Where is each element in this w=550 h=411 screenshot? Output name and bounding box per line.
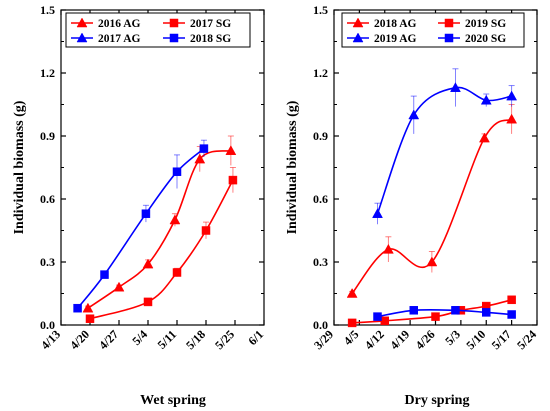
chart1-ytick-label: 0.6	[313, 192, 328, 206]
chart1-xtick-label: 5/3	[442, 327, 463, 348]
chart1-series-0-point	[506, 113, 518, 124]
chart0-y-axis-label: Individual biomass (g)	[12, 100, 27, 234]
chart0-series-3-line	[76, 147, 205, 309]
chart1-series-2-point	[480, 94, 492, 105]
chart1-plot-frame	[333, 9, 538, 326]
chart0-ytick-label: 0.0	[40, 318, 55, 332]
chart1-series-3-point	[409, 306, 418, 315]
chart0-legend-label: 2017 AG	[98, 33, 141, 45]
chart0-xtick-label: 4/20	[67, 327, 92, 352]
chart1-series-1-point	[347, 318, 357, 328]
chart1-series-1-point	[380, 316, 389, 326]
chart1-series-2-line	[376, 86, 512, 214]
chart1-series-2-point	[372, 208, 383, 218]
chart0-legend-swatch-marker	[76, 17, 88, 28]
chart0-legend-label: 2016 AG	[98, 18, 141, 30]
chart0-ytick-label: 0.6	[40, 192, 55, 206]
chart0-legend-box	[65, 12, 251, 48]
chart1-legend-label: 2019 AG	[374, 33, 417, 45]
chart1-xtick-label: 4/12	[362, 327, 387, 352]
chart0-legend-swatch-marker	[76, 32, 88, 43]
chart1-ytick-label: 0.9	[313, 129, 328, 143]
chart0-xtick-label: 5/4	[129, 327, 150, 348]
chart1-ytick-label: 0.0	[313, 318, 328, 332]
chart0-series-3-point	[100, 270, 109, 279]
chart1-legend-label: 2018 AG	[374, 18, 417, 30]
chart1-xtick-label: 5/10	[463, 327, 488, 352]
chart0-ytick-label: 1.5	[40, 3, 55, 17]
chart0-series-1-point	[228, 175, 238, 185]
chart0-ytick-label: 1.2	[40, 66, 55, 80]
chart1-legend-swatch-marker	[444, 33, 454, 43]
chart1-xtick-label: 5/24	[514, 327, 539, 352]
chart1-legend-swatch-marker	[444, 18, 454, 28]
chart1-series-2-point	[408, 109, 420, 120]
chart1-x-axis-label: Dry spring	[405, 393, 470, 408]
chart0-xtick-label: 5/18	[183, 327, 208, 352]
chart0-xtick-label: 5/25	[212, 327, 237, 352]
chart0-xtick-label: 5/11	[155, 327, 180, 352]
chart1-xtick-label: 4/26	[413, 327, 438, 352]
chart1-legend-swatch-marker	[352, 17, 364, 28]
chart0-series-0-point	[169, 214, 181, 225]
chart0-x-axis-label: Wet spring	[140, 393, 206, 408]
chart1-series-1-point	[507, 295, 516, 305]
chart0-ytick-label: 0.9	[40, 129, 55, 143]
chart1-series-0-line	[351, 118, 513, 295]
chart1-series-3-point	[373, 312, 382, 321]
chart0-legend-label: 2018 SG	[190, 33, 231, 45]
chart1-xtick-label: 5/17	[489, 327, 514, 352]
chart1-series-0-point	[426, 256, 438, 267]
chart1-series-0-point	[479, 132, 490, 143]
chart0-series-3-point	[141, 209, 151, 218]
chart1-ytick-label: 0.3	[313, 255, 328, 269]
chart0-series-1-point	[172, 268, 182, 277]
chart1-series-1-point	[431, 312, 440, 321]
chart1-xtick-label: 4/5	[341, 327, 362, 348]
chart0-legend-label: 2017 SG	[190, 18, 231, 30]
chart0-series-1-point	[85, 314, 95, 323]
chart0-series-0-point	[82, 302, 94, 313]
chart0-series-0-point	[113, 281, 125, 292]
chart1-xtick-label: 4/19	[387, 327, 412, 352]
chart1-series-2-point	[450, 82, 461, 92]
chart0-legend-swatch-marker	[169, 33, 179, 43]
chart1-series-3-point	[451, 306, 460, 315]
chart0-series-0-point	[194, 153, 206, 164]
chart1-legend-label: 2020 SG	[465, 33, 506, 45]
chart0-series-3-point	[172, 167, 182, 176]
chart1-y-axis-label: Individual biomass (g)	[285, 100, 300, 234]
chart0-series-3-point	[199, 144, 209, 153]
chart1-legend-label: 2019 SG	[465, 18, 506, 30]
chart0-xtick-label: 6/1	[245, 327, 266, 348]
chart0-series-3-point	[73, 303, 82, 313]
chart0-series-1-point	[143, 297, 153, 307]
chart0-legend-swatch-marker	[169, 18, 179, 28]
chart1-ytick-label: 1.2	[313, 66, 328, 80]
chart1-ytick-label: 1.5	[313, 3, 328, 17]
chart0-ytick-label: 0.3	[40, 255, 55, 269]
chart1-series-2-point	[506, 90, 518, 101]
chart1-legend-box	[341, 12, 525, 48]
chart1-series-0-point	[346, 287, 358, 298]
chart1-legend-swatch-marker	[352, 32, 364, 43]
chart0-series-1-point	[201, 226, 211, 235]
chart0-xtick-label: 4/27	[96, 327, 121, 352]
chart0-series-0-point	[142, 258, 154, 269]
chart0-series-1-line	[89, 179, 234, 320]
chart0-series-0-point	[225, 145, 237, 155]
chart1-series-3-point	[507, 310, 516, 319]
chart1-series-3-point	[482, 308, 491, 317]
chart1-series-0-point	[382, 243, 394, 254]
